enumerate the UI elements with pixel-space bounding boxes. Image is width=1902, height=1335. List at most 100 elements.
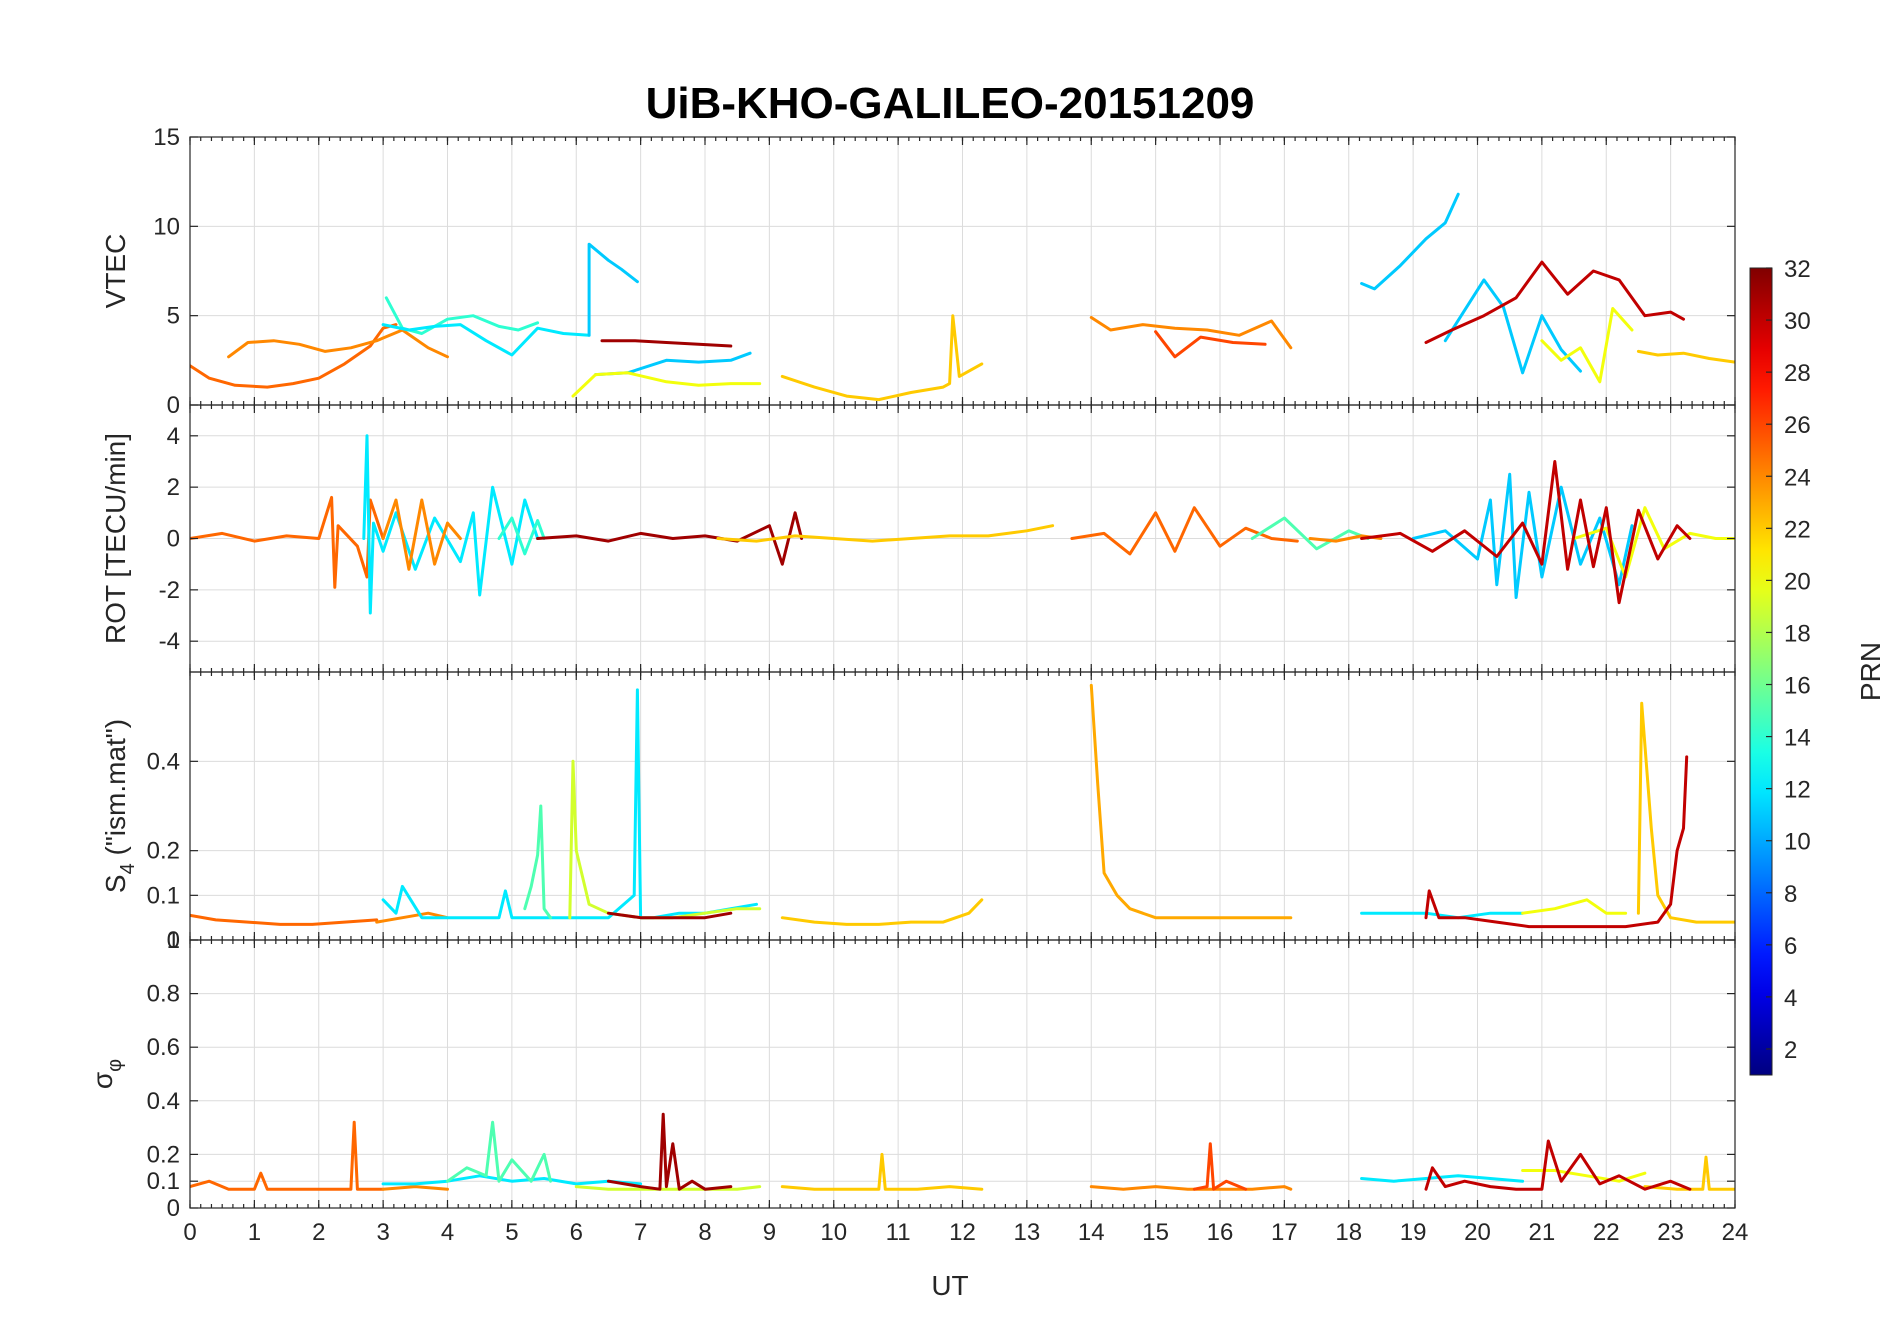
colorbar-label: PRN (1855, 642, 1886, 701)
colorbar-tick-label: 22 (1784, 516, 1811, 543)
series-line-prn-31 (606, 911, 733, 920)
x-axis-label: UT (931, 1270, 968, 1301)
series-line-prn-22 (1636, 349, 1735, 364)
series-line-prn-14 (497, 516, 546, 556)
panel-sigma-series (190, 1112, 1735, 1191)
colorbar-tick-label: 16 (1784, 673, 1811, 700)
series-line-prn-12 (381, 323, 591, 357)
y-tick-label: 15 (153, 124, 180, 151)
colorbar-tick-label: 8 (1784, 881, 1797, 908)
series-line-prn-11 (1443, 278, 1582, 375)
y-tick-label: 0.8 (147, 981, 180, 1008)
series-line-prn-25 (190, 1120, 385, 1191)
x-tick-label: 19 (1400, 1219, 1427, 1246)
colorbar-tick-label: 4 (1784, 985, 1797, 1012)
colorbar-tick-label: 26 (1784, 412, 1811, 439)
series-line-prn-24 (381, 1185, 449, 1191)
series-line-prn-15 (523, 804, 552, 920)
x-tick-label: 17 (1271, 1219, 1298, 1246)
series-line-prn-30 (1360, 460, 1692, 605)
series-line-prn-24 (1089, 1185, 1293, 1191)
y-tick-label: 0.1 (147, 1168, 180, 1195)
panel-rot-ticks: -4 -2 0 2 4 (159, 405, 1736, 672)
x-tick-label: 18 (1335, 1219, 1362, 1246)
series-line-prn-22 (780, 314, 984, 402)
x-tick-label: 6 (570, 1219, 583, 1246)
x-tick-label: 20 (1464, 1219, 1491, 1246)
series-line-prn-20 (1540, 307, 1634, 384)
y-tick-label: 0.1 (147, 882, 180, 909)
series-line-prn-22 (780, 1152, 984, 1191)
x-tick-label: 2 (312, 1219, 325, 1246)
series-line-prn-26 (1154, 330, 1267, 359)
y-tick-label: 0 (167, 927, 180, 954)
x-tick-label: 15 (1142, 1219, 1169, 1246)
series-line-prn-12 (1360, 911, 1525, 920)
colorbar-tick-label: 24 (1784, 464, 1811, 491)
x-axis: 0 1 2 3 4 5 6 7 8 9 10 11 12 13 14 15 16 17 18 19 20 21 22 23 24 (183, 1219, 1748, 1246)
y-tick-label: 1 (167, 927, 180, 954)
series-line-prn-30 (1424, 1139, 1692, 1191)
y-tick-label: 4 (167, 423, 180, 450)
colorbar-tick-label: 2 (1784, 1037, 1797, 1064)
panel-s4-ticks: 0 0.1 0.2 0.4 (147, 672, 1736, 954)
y-tick-label: 5 (167, 303, 180, 330)
series-line-prn-24 (227, 328, 449, 359)
colorbar-tick-label: 12 (1784, 777, 1811, 804)
series-line-prn-12 (381, 688, 758, 920)
series-line-prn-15 (1250, 516, 1370, 551)
x-tick-label: 3 (376, 1219, 389, 1246)
x-tick-label: 8 (698, 1219, 711, 1246)
series-line-prn-25 (190, 495, 385, 589)
y-tick-label: 0.4 (147, 1088, 180, 1115)
series-line-prn-20 (571, 371, 762, 398)
x-tick-label: 14 (1078, 1219, 1105, 1246)
colorbar-tick-label: 28 (1784, 360, 1811, 387)
panel-vtec: 0 5 10 15 VTEC (100, 124, 1736, 419)
panel-rot-series (190, 434, 1735, 615)
series-line-prn-19 (574, 1185, 762, 1191)
panel-vtec-ticks: 0 5 10 15 (153, 124, 1736, 419)
x-tick-label: 9 (763, 1219, 776, 1246)
y-tick-label: 0.2 (147, 838, 180, 865)
series-line-prn-22 (780, 898, 984, 926)
series-line-prn-11 (1411, 472, 1634, 599)
series-line-prn-31 (536, 511, 804, 566)
series-line-prn-22 (1636, 701, 1735, 924)
panel-s4-y-label: S4 ("ism.mat") (100, 719, 139, 893)
panel-sigma-ticks: 0 0.10.2 0.4 0.6 0.8 1 (147, 927, 1736, 1222)
chart-title: UiB-KHO-GALILEO-20151209 (646, 79, 1255, 128)
panel-vtec-series (190, 192, 1735, 402)
x-tick-label: 10 (820, 1219, 847, 1246)
x-tick-label: 0 (183, 1219, 196, 1246)
colorbar-tick-label: 18 (1784, 620, 1811, 647)
colorbar-tick-label: 10 (1784, 829, 1811, 856)
y-tick-label: 2 (167, 474, 180, 501)
series-line-prn-25 (190, 323, 398, 389)
panel-vtec-y-label: VTEC (100, 234, 131, 309)
series-line-prn-26 (1192, 1142, 1248, 1191)
x-tick-label: 23 (1657, 1219, 1684, 1246)
x-tick-label: 7 (634, 1219, 647, 1246)
x-tick-label: 1 (248, 1219, 261, 1246)
y-tick-label: 0.4 (147, 748, 180, 775)
series-line-prn-24 (381, 498, 462, 571)
series-line-prn-31 (606, 1112, 733, 1191)
series-line-prn-11 (1360, 192, 1460, 291)
series-line-prn-24 (1089, 316, 1293, 350)
y-tick-label: 0.2 (147, 1141, 180, 1168)
y-tick-label: 0 (167, 392, 180, 419)
series-line-prn-20 (1521, 898, 1628, 915)
series-line-prn-31 (600, 339, 733, 348)
colorbar-tick-label: 30 (1784, 308, 1811, 335)
series-line-prn-12 (1360, 1174, 1525, 1183)
y-tick-label: -4 (159, 628, 180, 655)
x-tick-label: 5 (505, 1219, 518, 1246)
y-tick-label: 0.6 (147, 1034, 180, 1061)
